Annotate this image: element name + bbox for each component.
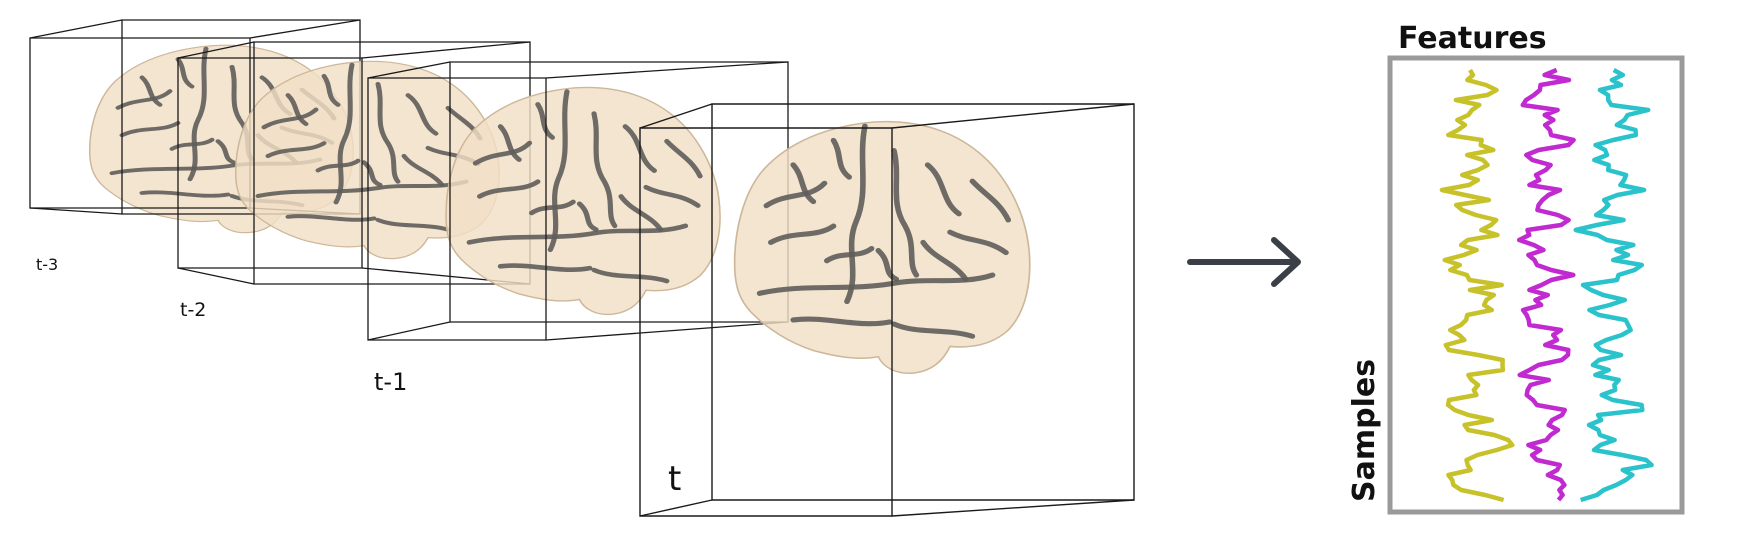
time-label-t-minus-3: t-3	[36, 255, 58, 274]
brain-t	[735, 122, 1030, 374]
features-title: Features	[1398, 21, 1547, 56]
samples-axis-label: Samples	[1347, 359, 1382, 502]
feature-panel: Features Samples	[1347, 21, 1685, 515]
feature-traces	[1439, 67, 1654, 503]
time-label-t-minus-1: t-1	[374, 368, 407, 396]
time-label-t: t	[668, 459, 681, 499]
volume-t-minus-1: t-1	[367, 61, 789, 396]
feature-2-trace	[1516, 67, 1576, 502]
time-label-t-minus-2: t-2	[180, 299, 206, 321]
right-arrow-icon	[1187, 237, 1301, 287]
cube-t	[639, 103, 1135, 517]
volume-t: t	[639, 103, 1135, 517]
feature-3-trace	[1573, 68, 1654, 503]
feature-1-trace	[1439, 68, 1515, 503]
